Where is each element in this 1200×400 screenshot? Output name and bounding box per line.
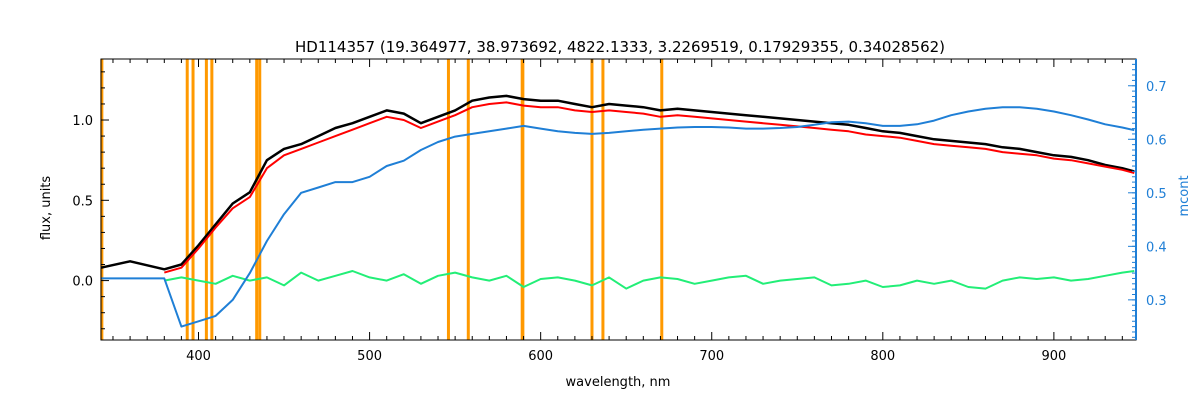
y-tick-label-2: 1.0	[72, 114, 93, 129]
x-tick-label-800: 800	[870, 349, 895, 364]
y-right-tick-label-3: 0.6	[1146, 133, 1167, 148]
plot-area: 400 500 600 700 800 900 0.0 0.5 1.0 0.3 0.4 0.5 0.6 0…	[72, 58, 1167, 364]
x-tick-label-600: 600	[528, 349, 553, 364]
y-axis-right-label: mcont	[1177, 175, 1192, 216]
x-tick-label-500: 500	[357, 349, 382, 364]
series-residual-line	[164, 270, 1135, 290]
chart-title: HD114357 (19.364977, 38.973692, 4822.133…	[295, 38, 945, 56]
y-tick-label-1: 0.5	[72, 194, 93, 209]
x-tick-label-700: 700	[699, 349, 724, 364]
series-model-line	[164, 101, 1135, 274]
series-observed-line	[100, 94, 1135, 271]
y-right-tick-label-1: 0.4	[1146, 240, 1167, 255]
y-tick-label-0: 0.0	[72, 275, 93, 290]
x-tick-label-900: 900	[1041, 349, 1066, 364]
y-axis-label: flux, units	[39, 176, 54, 241]
series-continuum-line	[101, 106, 1135, 328]
x-tick-label-400: 400	[186, 349, 211, 364]
y-right-tick-label-0: 0.3	[1146, 294, 1167, 309]
x-axis-label: wavelength, nm	[566, 375, 671, 390]
y-right-tick-label-4: 0.7	[1146, 80, 1167, 95]
y-right-tick-label-2: 0.5	[1146, 187, 1167, 202]
